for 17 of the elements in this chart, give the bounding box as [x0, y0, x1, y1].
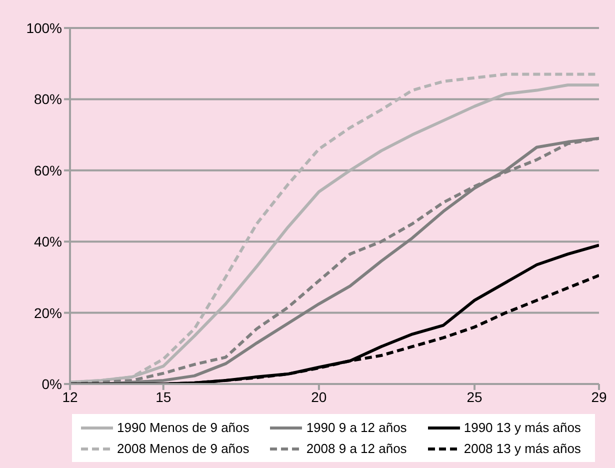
y-tick-label: 20% [34, 304, 62, 321]
y-tick-label: 40% [34, 234, 62, 250]
x-tick-label: 29 [591, 388, 607, 405]
y-tick-label: 0% [42, 376, 62, 392]
x-tick-label: 20 [311, 388, 327, 405]
legend-label: 2008 13 y más años [464, 441, 581, 456]
legend-label: 1990 Menos de 9 años [117, 420, 250, 435]
y-tick-label: 60% [34, 162, 62, 178]
legend-label: 1990 13 y más años [464, 420, 581, 435]
y-tick-label: 80% [34, 91, 62, 108]
legend-label: 1990 9 a 12 años [306, 420, 407, 435]
x-tick-label: 12 [62, 388, 78, 405]
x-tick-label: 25 [466, 388, 483, 405]
x-tick-label: 15 [156, 388, 172, 405]
legend-label: 2008 Menos de 9 años [117, 441, 250, 456]
legend-label: 2008 9 a 12 años [306, 441, 407, 456]
y-tick-label: 100% [26, 20, 62, 36]
